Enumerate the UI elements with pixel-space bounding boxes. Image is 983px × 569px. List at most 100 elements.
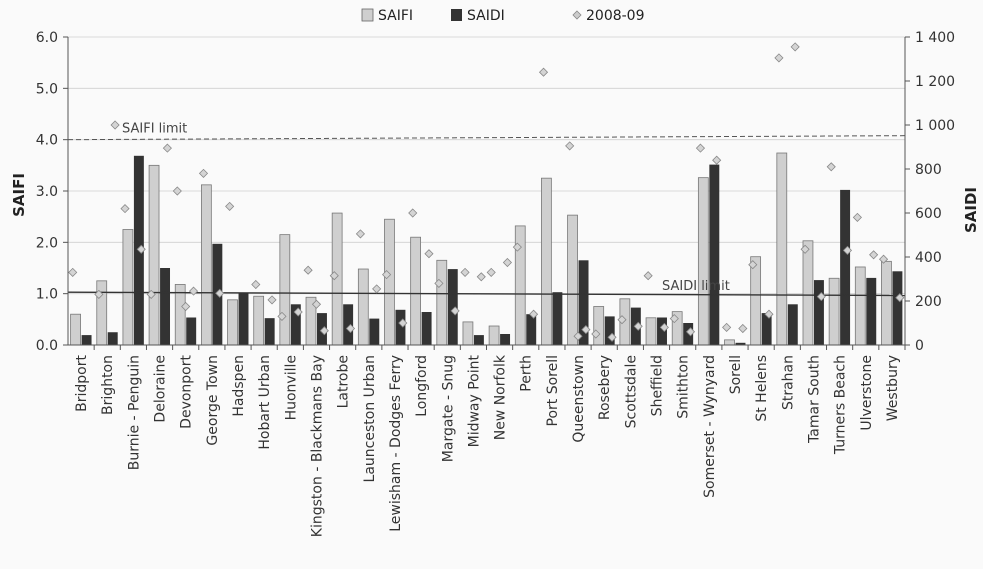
saidi-limit-label: SAIDI limit	[662, 279, 730, 294]
marker-2008-09	[372, 284, 382, 294]
saifi-bar	[253, 295, 265, 346]
left-tick-label: 3.0	[36, 184, 58, 200]
saifi-bar	[645, 317, 657, 346]
right-tick-label: 1 200	[915, 74, 955, 90]
category-label: Westbury	[885, 355, 901, 421]
category-label: St Helens	[754, 355, 770, 422]
legend: SAIFI SAIDI 2008-09	[361, 8, 645, 24]
category-label: Queenstown	[571, 355, 587, 443]
marker-2008-09	[450, 306, 460, 316]
left-tick-label: 4.0	[36, 133, 58, 149]
saifi-bar	[462, 321, 474, 346]
saifi-bar	[200, 184, 212, 346]
saidi-bar	[395, 309, 406, 345]
saidi-bar	[421, 312, 432, 345]
category-label: Port Sorell	[545, 355, 561, 427]
saifi-bar	[724, 339, 735, 346]
saidi-bar	[735, 342, 746, 345]
category-label: New Norfolk	[493, 354, 509, 440]
axes: 0.0 1.0 2.0 3.0 4.0 5.0 6.0 0 200 400 600 800 1 000 1…	[36, 30, 955, 354]
marker-2008-09	[774, 53, 784, 63]
category-label: Hadspen	[231, 355, 247, 417]
saidi-bar	[238, 293, 249, 345]
saifi-bar	[410, 236, 421, 346]
saifi-limit-label: SAIFI limit	[122, 122, 187, 137]
marker-2008-09	[277, 311, 287, 321]
right-tick-label: 1 000	[915, 118, 955, 134]
category-label: Bridport	[74, 354, 90, 411]
saidi-bar	[787, 304, 798, 345]
saidi-bar	[866, 277, 877, 345]
marker-2008-09	[172, 186, 182, 196]
saidi-bar	[186, 317, 197, 345]
marker-2008-09	[136, 244, 146, 254]
category-label: Kingston - Blackmans Bay	[309, 355, 325, 537]
right-tick-label: 1 400	[915, 30, 955, 46]
category-label: Tamar South	[806, 355, 822, 444]
category-label: Scottsdale	[623, 355, 639, 428]
legend-saidi-label: SAIDI	[467, 8, 505, 24]
marker-2008-09	[476, 272, 486, 282]
marker-2008-09	[643, 271, 653, 281]
saidi-bar	[107, 332, 118, 345]
marker-2008-09	[607, 332, 617, 342]
marker-2008-09	[826, 162, 836, 172]
saifi-bar	[148, 164, 160, 346]
saifi-bar	[174, 284, 186, 346]
category-label: Smithton	[676, 355, 692, 419]
legend-saifi-swatch	[361, 8, 374, 22]
marker-2008-09	[878, 254, 889, 264]
right-tick-label: 400	[915, 250, 942, 266]
marker-2008-09	[434, 278, 444, 288]
marker-2008-09	[329, 271, 339, 281]
marker-2008-09	[110, 120, 120, 130]
marker-2008-09	[695, 143, 706, 153]
category-label: Margate - Snug	[440, 355, 456, 462]
marker-2008-09	[94, 289, 104, 299]
marker-2008-09	[68, 267, 78, 277]
saidi-bar	[526, 314, 537, 345]
category-label: Launceston Urban	[362, 355, 378, 482]
category-label: Brighton	[100, 355, 116, 415]
marker-2008-09	[581, 325, 591, 335]
marker-2008-09	[816, 292, 826, 302]
saidi-bar	[813, 280, 824, 345]
saifi-bar	[384, 218, 395, 346]
marker-2008-09	[486, 267, 496, 277]
legend-2008-09-label: 2008-09	[586, 8, 645, 24]
category-label: George Town	[205, 355, 221, 446]
right-tick-label: 600	[915, 206, 942, 222]
marker-2008-09	[251, 279, 261, 290]
marker-2008-09	[685, 327, 696, 337]
marker-2008-09	[512, 242, 522, 252]
marker-2008-09	[659, 322, 669, 332]
marker-2008-09	[345, 323, 356, 334]
marker-2008-09	[764, 309, 774, 319]
saifi-bar	[436, 259, 448, 346]
saifi-bar	[776, 152, 788, 346]
marker-2008-09	[748, 260, 758, 270]
right-axis-title: SAIDI	[962, 187, 980, 233]
saifi-bar	[828, 277, 840, 346]
saifi-bar	[357, 268, 369, 346]
category-label: Strahan	[780, 355, 796, 410]
saidi-bar	[160, 268, 171, 345]
bars	[70, 152, 903, 346]
marker-2008-09	[502, 257, 512, 268]
saifi-bar	[593, 306, 605, 346]
marker-2008-09	[800, 244, 810, 254]
saifi-bar	[854, 266, 866, 346]
marker-2008-09	[842, 245, 853, 255]
marker-2008-09	[120, 204, 130, 214]
saidi-bar	[840, 189, 851, 345]
marker-2008-09	[722, 322, 732, 332]
marker-2008-09	[712, 155, 722, 165]
saifi-bar	[122, 229, 134, 346]
marker-2008-09	[188, 286, 199, 296]
saifi-bar	[567, 214, 578, 346]
marker-2008-09	[669, 314, 679, 324]
saidi-bar	[369, 318, 380, 345]
category-label: Longford	[414, 355, 430, 417]
saifi-bar	[750, 256, 762, 346]
category-label: Somerset - Wynyard	[702, 355, 718, 498]
